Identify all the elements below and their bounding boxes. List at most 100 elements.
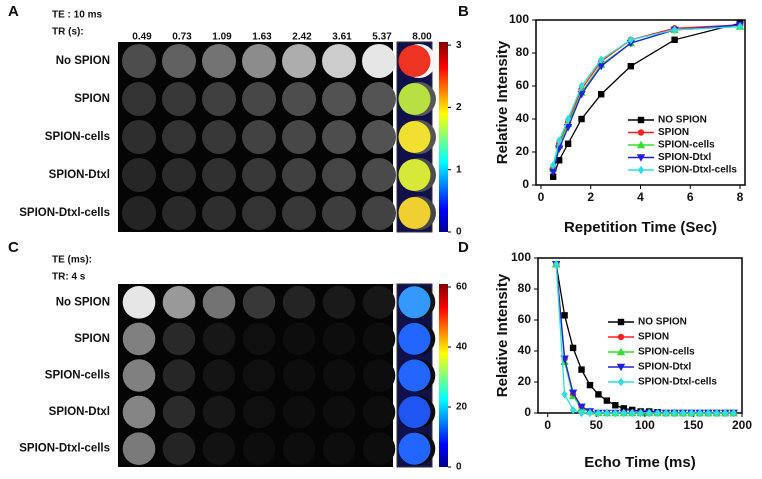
sample-well xyxy=(202,395,236,429)
sample-well xyxy=(202,286,236,319)
marker xyxy=(564,140,572,147)
sample-well xyxy=(122,395,156,429)
series-line xyxy=(555,264,734,414)
marker xyxy=(612,408,619,418)
colorbar-tick-label: 60 xyxy=(456,282,468,293)
sample-well xyxy=(242,322,276,356)
marker xyxy=(671,408,678,418)
sample-well xyxy=(162,158,196,192)
marker xyxy=(569,405,577,415)
marker xyxy=(586,381,594,389)
marker xyxy=(645,408,653,418)
colorbar-tick-label: 1 xyxy=(456,164,462,175)
marker xyxy=(612,402,619,409)
row-label: SPION xyxy=(74,93,110,105)
marker xyxy=(636,140,646,149)
sample-well xyxy=(322,82,356,116)
marker xyxy=(637,116,645,124)
sample-well xyxy=(162,196,196,230)
sample-well xyxy=(122,286,156,319)
legend-label: SPION-Dtxl-cells xyxy=(638,377,717,388)
map-well xyxy=(398,197,431,229)
marker xyxy=(577,91,586,99)
colorbar-tick-label: 20 xyxy=(456,402,468,413)
sample-well xyxy=(122,322,156,356)
acq-param: TE (ms): xyxy=(52,255,92,266)
sample-well xyxy=(242,120,276,154)
column-label: 0.73 xyxy=(172,32,192,43)
marker xyxy=(654,408,661,418)
y-tick-label: 100 xyxy=(509,12,529,26)
colorbar-tick-label: 0 xyxy=(456,462,462,473)
sample-well xyxy=(362,359,396,392)
sample-well xyxy=(282,395,316,429)
sample-well xyxy=(282,432,316,466)
sample-well xyxy=(362,322,396,356)
column-label: 3.61 xyxy=(332,32,352,43)
marker xyxy=(637,408,644,418)
marker xyxy=(679,408,687,418)
marker xyxy=(549,173,557,180)
colorbar-tick-label: 3 xyxy=(456,40,462,51)
marker xyxy=(548,168,558,176)
legend-label: SPION-cells xyxy=(638,347,695,358)
map-well xyxy=(398,159,431,191)
y-tick-label: 20 xyxy=(516,144,530,158)
legend-label: SPION-Dtxl xyxy=(658,152,712,163)
marker xyxy=(713,408,720,418)
marker xyxy=(561,390,568,399)
legend-label: NO SPION xyxy=(638,317,687,328)
x-tick-label: 200 xyxy=(732,418,752,432)
sample-well xyxy=(282,359,316,392)
sample-well xyxy=(122,82,156,116)
sample-well xyxy=(322,359,356,392)
map-well xyxy=(398,322,431,355)
marker xyxy=(555,157,563,164)
row-label: SPION-Dtxl xyxy=(49,169,110,181)
marker xyxy=(603,397,611,404)
series-line xyxy=(552,25,741,166)
x-tick-label: 100 xyxy=(635,418,655,432)
sample-well xyxy=(202,196,236,230)
sample-well xyxy=(362,120,396,154)
sample-well xyxy=(362,286,396,319)
map-well xyxy=(398,45,431,77)
sample-well xyxy=(202,82,236,116)
sample-well xyxy=(282,158,316,192)
sample-well xyxy=(362,196,396,230)
row-label: SPION-Dtxl-cells xyxy=(19,207,110,219)
marker xyxy=(563,124,573,132)
marker xyxy=(555,136,563,145)
sample-well xyxy=(282,322,316,356)
acq-param: TR (s): xyxy=(52,27,84,38)
colorbar-tick-label: 0 xyxy=(456,227,462,238)
marker xyxy=(616,347,626,356)
marker xyxy=(578,115,585,123)
marker xyxy=(620,405,627,412)
marker xyxy=(561,312,568,319)
sample-well xyxy=(322,395,356,429)
sample-well xyxy=(362,395,396,429)
sample-well xyxy=(322,286,356,319)
x-tick-label: 2 xyxy=(587,190,594,204)
legend-label: SPION xyxy=(638,332,669,343)
sample-well xyxy=(282,120,316,154)
sample-well xyxy=(162,82,196,116)
sample-well xyxy=(202,359,236,392)
panel-label: C xyxy=(8,239,19,256)
sample-well xyxy=(322,158,356,192)
sample-well xyxy=(122,44,156,78)
panel-label: D xyxy=(458,239,469,256)
sample-well xyxy=(322,44,356,78)
marker xyxy=(637,129,645,136)
sample-well xyxy=(362,432,396,466)
sample-well xyxy=(362,82,396,116)
marker xyxy=(637,165,645,175)
column-label: 2.42 xyxy=(292,32,312,43)
sample-well xyxy=(202,322,236,356)
marker xyxy=(595,408,602,418)
sample-well xyxy=(242,82,276,116)
sample-well xyxy=(202,44,236,78)
legend-label: SPION-Dtxl-cells xyxy=(658,165,737,176)
